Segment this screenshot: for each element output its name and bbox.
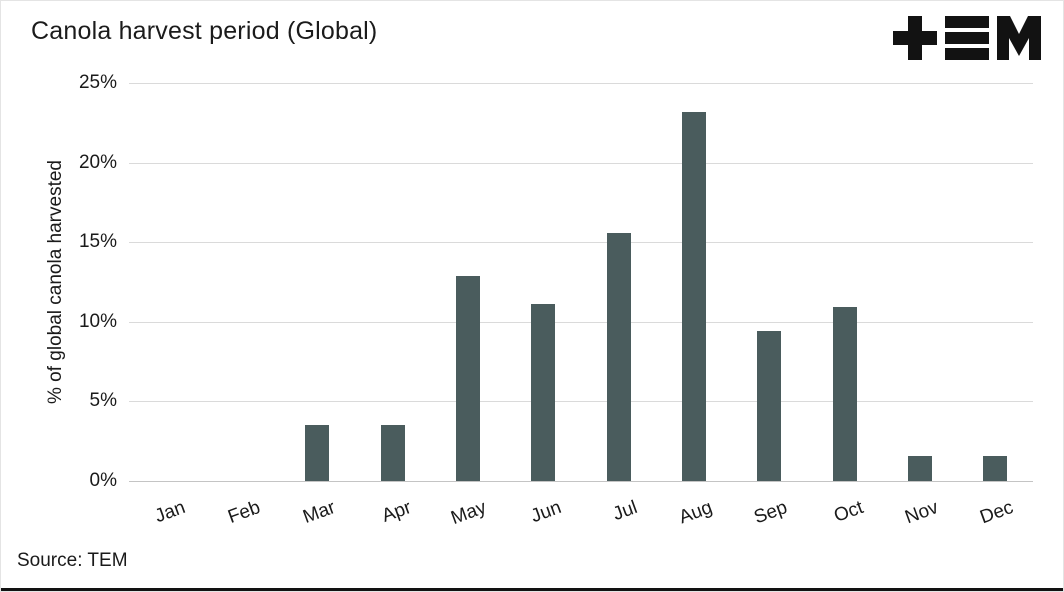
logo-plus-v	[908, 16, 922, 60]
y-axis-label: % of global canola harvested	[45, 160, 66, 404]
bottom-rule	[1, 588, 1063, 591]
bar-apr	[380, 425, 405, 481]
bar-mar	[305, 425, 330, 481]
logo-m	[997, 16, 1041, 60]
bar-aug	[682, 111, 706, 481]
tem-logo-svg	[893, 16, 1041, 60]
logo-e-bar-mid	[945, 32, 989, 44]
bar-dec	[983, 455, 1008, 481]
x-label-nov: Nov	[902, 497, 942, 529]
bar-jun	[531, 304, 556, 481]
x-label-jul: Jul	[609, 497, 640, 526]
bar-may	[456, 275, 480, 481]
y-tick-15: 15%	[78, 231, 117, 253]
chart-title: Canola harvest period (Global)	[31, 17, 378, 45]
tem-logo	[893, 10, 1041, 66]
plot-area	[129, 83, 1033, 482]
x-label-apr: Apr	[378, 497, 414, 527]
y-tick-25: 25%	[78, 72, 117, 93]
y-tick-10: 10%	[78, 310, 117, 332]
x-label-jun: Jun	[528, 497, 565, 528]
x-label-oct: Oct	[830, 497, 866, 527]
bar-oct	[832, 307, 857, 481]
y-tick-0: 0%	[89, 470, 117, 491]
source-note: Source: TEM	[17, 550, 128, 571]
x-label-sep: Sep	[751, 497, 791, 529]
gridline-20	[129, 162, 1033, 164]
x-label-dec: Dec	[977, 497, 1017, 529]
gridline-15	[129, 242, 1033, 244]
bar-sep	[757, 331, 782, 481]
logo-e-bar-top	[945, 16, 989, 28]
x-label-jan: Jan	[151, 497, 188, 528]
y-tick-5: 5%	[89, 390, 117, 412]
x-label-mar: Mar	[300, 497, 339, 528]
gridline-5	[129, 401, 1033, 403]
x-label-feb: Feb	[225, 497, 264, 528]
gridline-10	[129, 321, 1033, 323]
x-label-may: May	[448, 497, 490, 530]
x-label-aug: Aug	[676, 497, 716, 529]
logo-e-bar-bottom	[945, 48, 989, 60]
gridline-0	[129, 481, 1033, 482]
bar-jul	[606, 232, 631, 481]
bar-nov	[908, 455, 932, 481]
gridline-25	[129, 83, 1033, 84]
y-tick-20: 20%	[78, 151, 117, 173]
